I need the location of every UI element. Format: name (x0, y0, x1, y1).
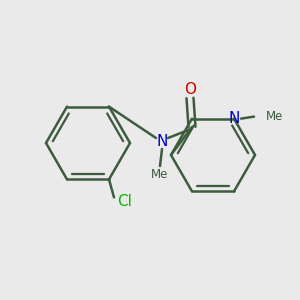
Text: Me: Me (151, 169, 169, 182)
Text: N: N (228, 111, 240, 126)
Text: Me: Me (266, 110, 284, 123)
Text: O: O (184, 82, 196, 97)
Text: N: N (156, 134, 168, 149)
Text: Cl: Cl (117, 194, 132, 209)
